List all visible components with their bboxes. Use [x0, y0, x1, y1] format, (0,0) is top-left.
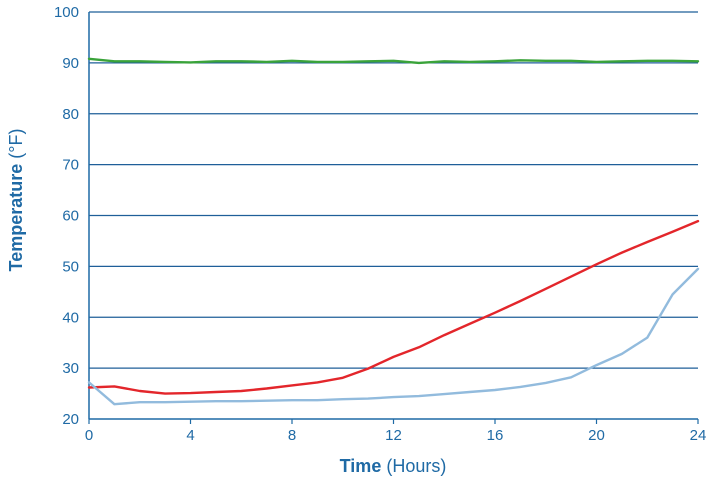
x-tick-label-4: 4	[186, 427, 194, 444]
series-lines	[87, 57, 700, 406]
x-axis-title-bold: Time	[340, 456, 382, 476]
x-tick-label-16: 16	[487, 427, 504, 444]
y-tick-label-100: 100	[54, 4, 79, 21]
y-tick-label-70: 70	[62, 157, 79, 174]
x-tick-label-12: 12	[385, 427, 402, 444]
y-axis-title: Temperature (°F)	[6, 129, 26, 272]
series-line-2	[87, 219, 700, 395]
y-axis-title-unit: (°F)	[6, 129, 26, 164]
x-tick-label-0: 0	[85, 427, 93, 444]
x-tick-label-8: 8	[288, 427, 296, 444]
tick-labels: 0 4 8 12 16 20 24 20 30 40 50 60 70 80 90 100	[54, 4, 706, 444]
y-tick-label-90: 90	[62, 55, 79, 72]
series-line-3	[87, 267, 700, 406]
y-tick-label-20: 20	[62, 411, 79, 428]
x-tick-label-24: 24	[690, 427, 707, 444]
y-tick-label-30: 30	[62, 360, 79, 377]
x-axis-title-unit: (Hours)	[381, 456, 446, 476]
y-tick-label-60: 60	[62, 208, 79, 225]
y-tick-label-50: 50	[62, 258, 79, 275]
x-tick-label-20: 20	[588, 427, 605, 444]
x-axis-title: Time (Hours)	[340, 456, 447, 476]
axes	[88, 12, 699, 424]
y-tick-label-40: 40	[62, 309, 79, 326]
y-tick-label-80: 80	[62, 106, 79, 123]
y-axis-title-bold: Temperature	[6, 164, 26, 272]
grid-lines	[89, 11, 698, 369]
series-line-1	[87, 57, 700, 65]
